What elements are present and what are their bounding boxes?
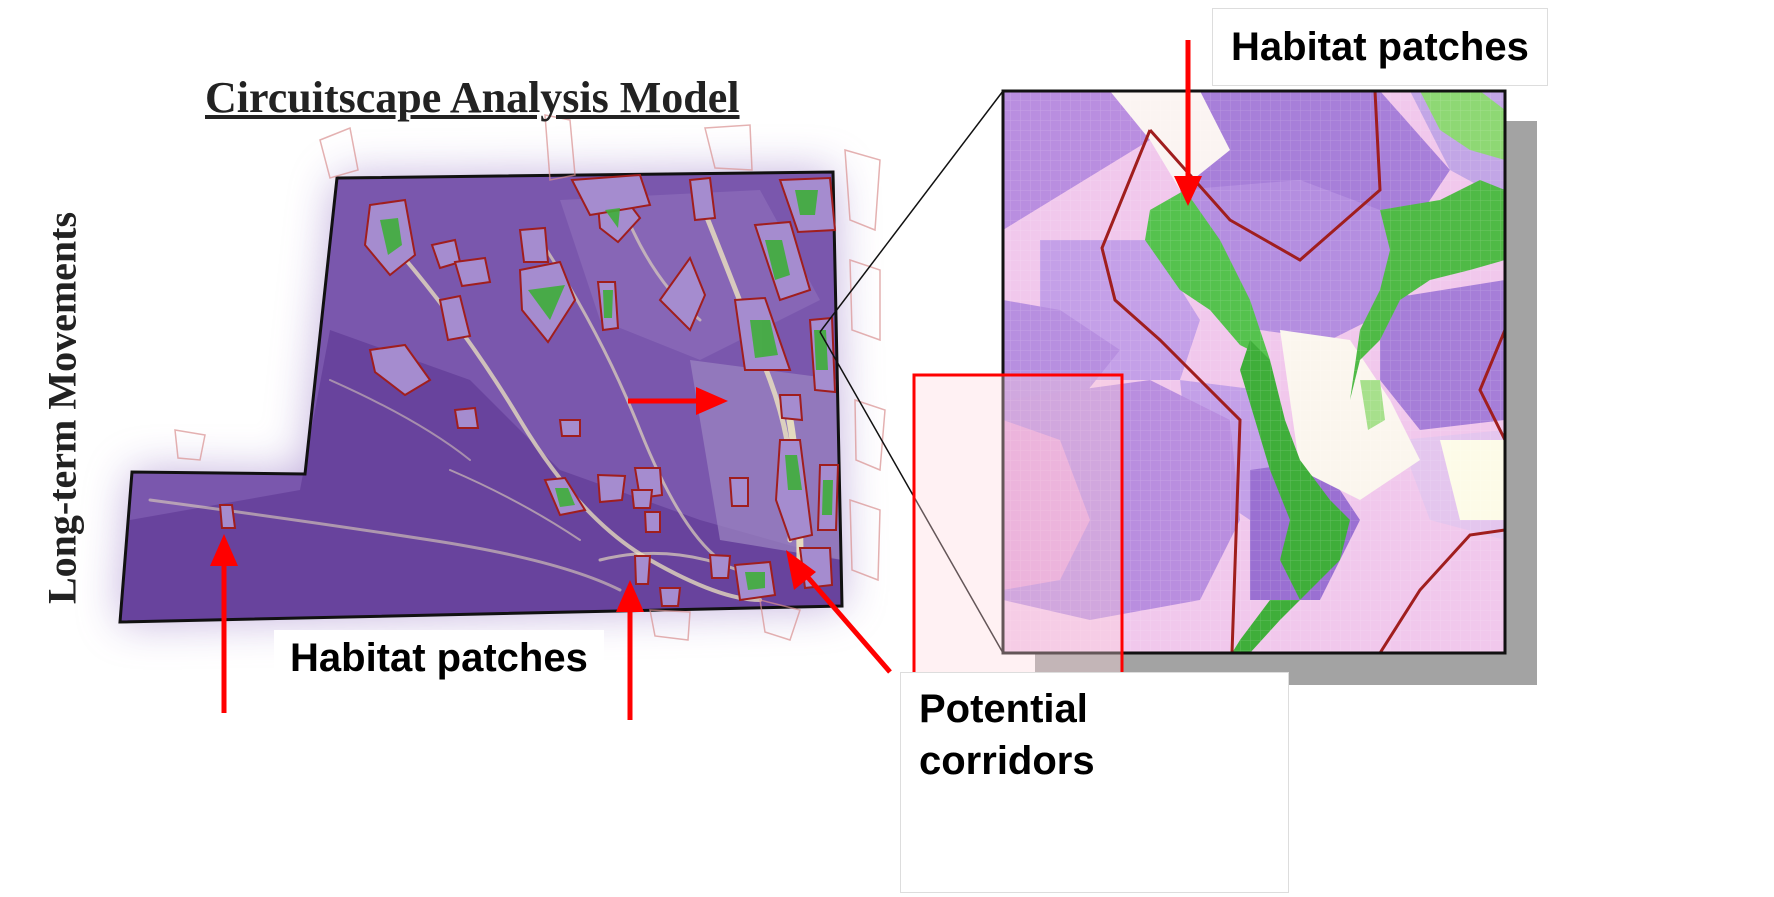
inset-patch-outlines xyxy=(1100,91,1505,653)
arrow-inset-habitat xyxy=(1174,40,1202,206)
outer-faint-patches xyxy=(174,114,886,641)
zoom-connector-lines xyxy=(819,90,1004,654)
arrow-corridor xyxy=(786,550,892,674)
habitat-patches-callout-main: Habitat patches xyxy=(274,630,604,686)
inset-map xyxy=(1001,89,1537,685)
arrow-middle-patch xyxy=(616,580,644,720)
side-label: Long-term Movements xyxy=(39,211,85,605)
green-habitat-cores xyxy=(380,190,833,590)
corridor-highlight-box xyxy=(912,373,1124,675)
region-outline xyxy=(118,170,844,624)
arrow-left-patch xyxy=(210,534,238,713)
inset-border xyxy=(1001,89,1507,655)
map-title: Circuitscape Analysis Model xyxy=(205,73,740,122)
potential-corridors-callout: Potential corridors xyxy=(900,672,1289,893)
pointer-arrows xyxy=(210,40,1202,720)
arrow-center xyxy=(628,387,728,415)
habitat-patches xyxy=(218,173,840,607)
habitat-patches-callout-inset: Habitat patches xyxy=(1212,8,1548,86)
study-region-map xyxy=(118,114,886,641)
